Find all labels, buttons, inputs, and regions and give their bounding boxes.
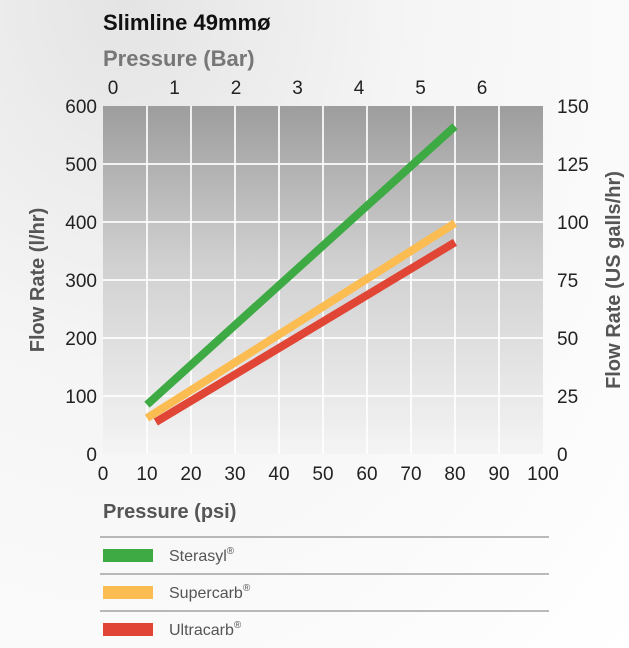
series-line-ultracarb <box>153 238 458 426</box>
x-tick-label: 70 <box>400 464 421 485</box>
x-tick-label: 20 <box>180 464 201 485</box>
x-tick-label: 0 <box>98 464 109 485</box>
x-tick-label: 50 <box>312 464 333 485</box>
legend-swatch-sterasyl <box>103 549 153 562</box>
legend-swatch-ultracarb <box>103 623 153 636</box>
x-tick-label: 40 <box>268 464 289 485</box>
x-tick-label: 100 <box>527 464 559 485</box>
y2-tick-label: 100 <box>557 213 589 234</box>
y2-tick-label: 0 <box>557 445 568 466</box>
y-tick-label: 300 <box>65 271 97 292</box>
y-tick-label: 0 <box>86 445 97 466</box>
y2-tick-label: 75 <box>557 271 578 292</box>
top-tick-label: 4 <box>354 78 365 99</box>
legend-label-ultracarb: Ultracarb® <box>169 620 242 639</box>
top-tick-label: 5 <box>415 78 426 99</box>
y-tick-label: 500 <box>65 155 97 176</box>
chart-title: Slimline 49mmø <box>103 10 271 35</box>
top-axis-label: Pressure (Bar) <box>103 46 255 71</box>
legend: Sterasyl® Supercarb® Ultracarb® <box>100 536 549 639</box>
y-tick-label: 200 <box>65 329 97 350</box>
y-axis-label: Flow Rate (l/hr) <box>27 208 49 352</box>
x-tick-label: 30 <box>224 464 245 485</box>
y2-tick-label: 50 <box>557 329 578 350</box>
series-line-supercarb <box>144 219 458 422</box>
legend-label-supercarb: Supercarb® <box>169 583 251 602</box>
y-tick-label: 600 <box>65 97 97 118</box>
y2-tick-label: 150 <box>557 97 589 118</box>
x-tick-label: 90 <box>488 464 509 485</box>
top-tick-label: 6 <box>477 78 488 99</box>
series-lines <box>144 123 458 426</box>
y2-axis-label: Flow Rate (US galls/hr) <box>603 171 625 389</box>
x-axis-label: Pressure (psi) <box>103 501 236 523</box>
top-tick-label: 1 <box>169 78 180 99</box>
y2-tick-label: 25 <box>557 387 578 408</box>
series-line-sterasyl <box>144 123 458 408</box>
x-tick-label: 60 <box>356 464 377 485</box>
grid-lines <box>103 106 543 454</box>
y-tick-label: 100 <box>65 387 97 408</box>
top-tick-label: 3 <box>292 78 303 99</box>
top-tick-label: 0 <box>108 78 119 99</box>
y2-tick-label: 125 <box>557 155 589 176</box>
legend-label-sterasyl: Sterasyl® <box>169 546 235 565</box>
x-tick-label: 10 <box>136 464 157 485</box>
x-tick-label: 80 <box>444 464 465 485</box>
y-tick-label: 400 <box>65 213 97 234</box>
top-tick-label: 2 <box>231 78 242 99</box>
legend-swatch-supercarb <box>103 586 153 599</box>
